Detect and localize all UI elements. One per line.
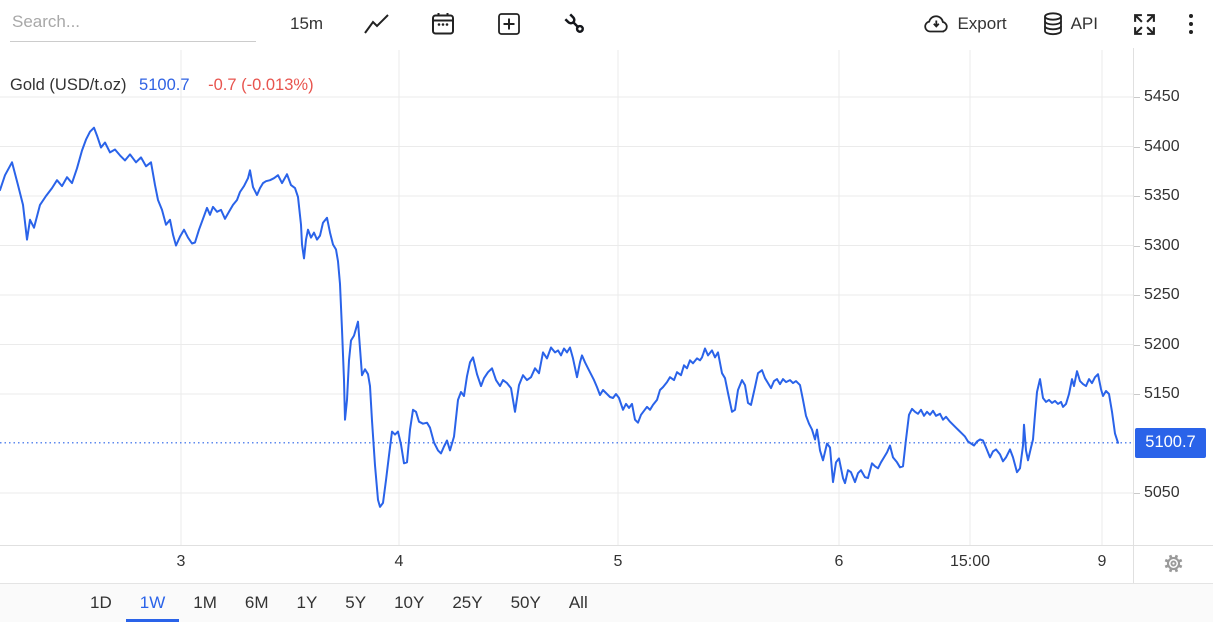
y-axis-label: 5350	[1144, 187, 1180, 204]
api-button[interactable]: API	[1039, 9, 1100, 39]
chart-legend: Gold (USD/t.oz) 5100.7 -0.7 (-0.013%)	[10, 76, 314, 95]
range-tab-1w[interactable]: 1W	[126, 584, 180, 622]
date-range-button[interactable]	[428, 9, 458, 39]
x-axis: 3 4 5 6 15:00 9	[0, 546, 1133, 583]
y-axis-tick	[1134, 493, 1140, 494]
export-label: Export	[957, 14, 1007, 33]
cloud-download-icon	[922, 13, 951, 35]
y-axis-label: 5200	[1144, 335, 1180, 353]
more-menu-button[interactable]	[1185, 9, 1197, 39]
legend-change: -0.7 (-0.013%)	[208, 76, 314, 94]
range-tab-1y[interactable]: 1Y	[296, 593, 318, 612]
range-tab-50y[interactable]: 50Y	[510, 593, 541, 612]
toolbar: 15m	[0, 0, 1213, 48]
axis-corner	[1133, 546, 1213, 583]
gear-icon	[1161, 554, 1186, 579]
kebab-menu-icon	[1187, 11, 1195, 37]
x-axis-label: 4	[394, 553, 404, 570]
y-axis-label: 5400	[1144, 137, 1180, 155]
tools-button[interactable]	[560, 9, 591, 40]
x-axis-border	[0, 545, 1213, 546]
range-tab-5y[interactable]: 5Y	[345, 593, 367, 612]
chart-settings-button[interactable]	[1161, 551, 1186, 579]
calendar-icon	[430, 11, 456, 37]
range-tab-all[interactable]: All	[568, 593, 588, 612]
y-axis-label: 5050	[1144, 484, 1180, 501]
fullscreen-button[interactable]	[1130, 10, 1159, 39]
y-axis-tick	[1134, 146, 1140, 148]
price-chart-plot[interactable]	[0, 48, 1133, 548]
legend-symbol: Gold (USD/t.oz)	[10, 76, 127, 94]
y-axis-tick	[1134, 344, 1140, 346]
search-input[interactable]	[10, 6, 256, 42]
wrench-icon	[562, 11, 589, 38]
y-axis-tick	[1134, 295, 1140, 296]
chart-area: Gold (USD/t.oz) 5100.7 -0.7 (-0.013%) 51…	[0, 48, 1213, 583]
y-axis-tick	[1134, 97, 1140, 98]
legend-last-price: 5100.7	[139, 76, 190, 94]
chart-type-button[interactable]	[361, 11, 392, 38]
y-axis-tick	[1134, 394, 1140, 395]
range-tab-25y[interactable]: 25Y	[452, 593, 483, 612]
x-axis-label: 3	[176, 553, 186, 570]
y-axis: 5100.7 5450 5400 5350 5300 5250 5200 5150 5050	[1133, 48, 1213, 546]
y-axis-label: 5150	[1144, 385, 1180, 402]
line-chart-icon	[363, 13, 390, 36]
y-axis-tick	[1134, 245, 1140, 247]
x-axis-label: 9	[1097, 553, 1107, 570]
y-axis-tick	[1134, 196, 1140, 197]
x-axis-label: 5	[613, 553, 623, 570]
x-axis-label: 6	[834, 553, 844, 570]
price-line-series	[0, 126, 1119, 508]
range-tab-1d[interactable]: 1D	[90, 593, 112, 612]
add-panel-icon	[496, 11, 522, 37]
fullscreen-icon	[1132, 12, 1157, 37]
x-axis-label: 15:00	[949, 553, 991, 570]
export-button[interactable]: Export	[920, 11, 1008, 37]
y-axis-label: 5300	[1144, 236, 1180, 254]
y-axis-label: 5450	[1144, 88, 1180, 105]
range-tab-6m[interactable]: 6M	[244, 593, 269, 612]
api-label: API	[1070, 14, 1098, 33]
range-tab-1m[interactable]: 1M	[193, 593, 217, 612]
current-price-badge: 5100.7	[1135, 427, 1206, 458]
range-selector-bar: 1D 1W 1M 6M 1Y 5Y 10Y 25Y 50Y All	[0, 583, 1213, 622]
add-panel-button[interactable]	[494, 9, 524, 39]
y-axis-label: 5250	[1144, 286, 1180, 303]
toolbar-right-group: Export API	[890, 9, 1197, 39]
range-tab-10y[interactable]: 10Y	[394, 593, 425, 612]
interval-selector[interactable]: 15m	[288, 12, 325, 36]
database-icon	[1041, 11, 1065, 37]
